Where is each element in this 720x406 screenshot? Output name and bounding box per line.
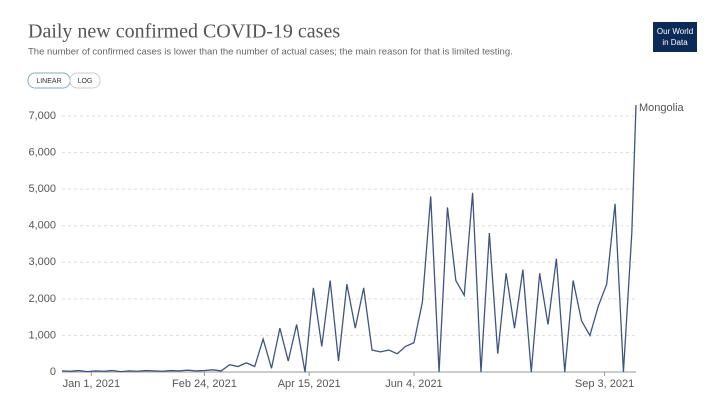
logo-text: Our World — [657, 27, 693, 36]
series-label: Mongolia — [639, 102, 685, 114]
chart-title: Daily new confirmed COVID-19 cases — [28, 21, 340, 43]
y-tick-label: 2,000 — [28, 293, 56, 305]
button-box — [69, 72, 101, 89]
x-tick-label: Feb 24, 2021 — [172, 378, 237, 390]
y-tick-label: 1,000 — [28, 329, 56, 341]
y-tick-label: 0 — [50, 366, 56, 378]
linear-button[interactable]: LINEAR — [27, 72, 71, 89]
y-tick-label: 5,000 — [28, 183, 56, 195]
logo-box — [653, 22, 697, 52]
series-line — [61, 105, 637, 373]
logo-text: in Data — [662, 38, 688, 47]
y-tick-label: 4,000 — [28, 220, 56, 232]
button-label: LOG — [78, 78, 93, 85]
y-tick-label: 7,000 — [28, 110, 56, 122]
x-tick-label: Jun 4, 2021 — [385, 378, 443, 390]
y-tick-label: 6,000 — [28, 146, 56, 158]
x-tick-label: Apr 15, 2021 — [278, 378, 341, 390]
chart-subtitle: The number of confirmed cases is lower t… — [28, 47, 513, 58]
button-label: LINEAR — [36, 78, 61, 85]
x-tick-label: Jan 1, 2021 — [63, 378, 121, 390]
x-tick-label: Sep 3, 2021 — [575, 378, 634, 390]
logo[interactable]: Our World in Data — [653, 22, 697, 52]
log-button[interactable]: LOG — [69, 72, 101, 89]
y-tick-label: 3,000 — [28, 256, 56, 268]
